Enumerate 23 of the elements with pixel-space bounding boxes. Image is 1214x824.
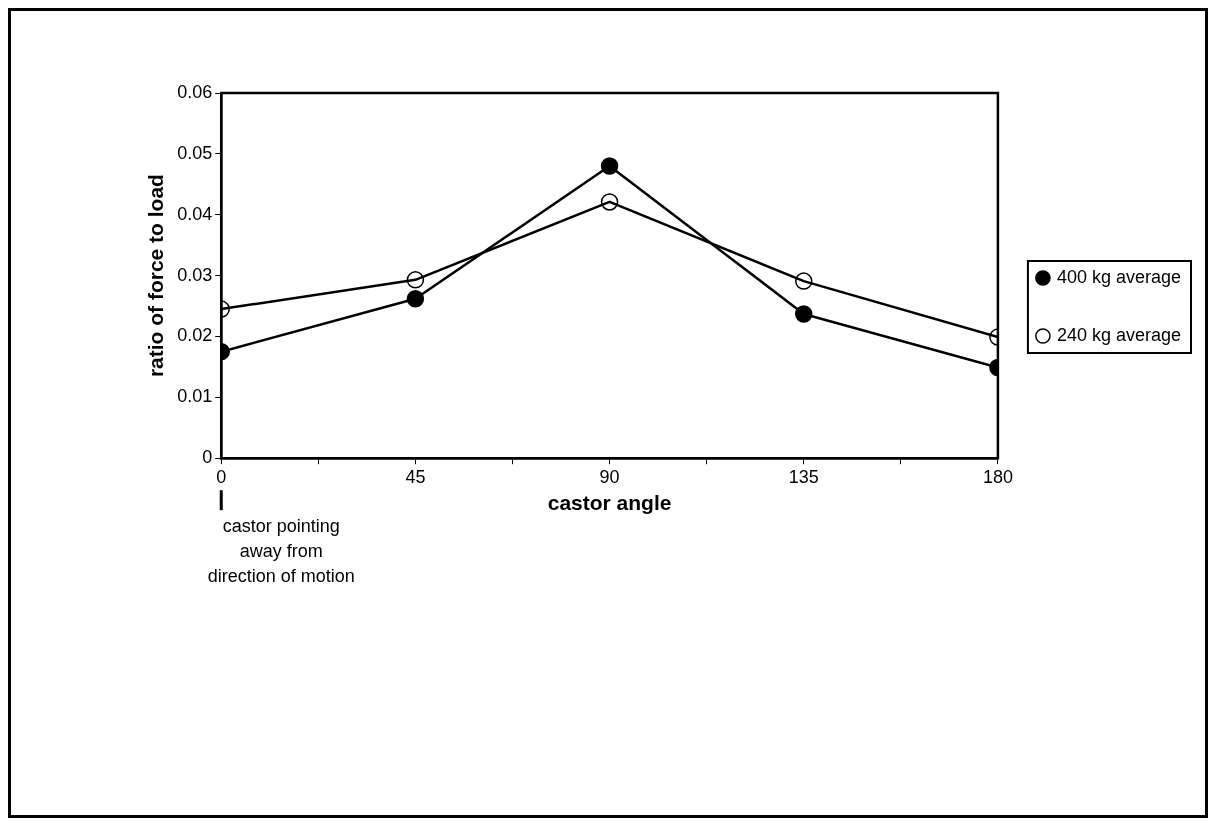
- point: [600, 193, 619, 211]
- y-tick-label: 0: [202, 447, 213, 468]
- y-tick-label: 0.01: [177, 386, 213, 407]
- y-axis-title: ratio of force to load: [144, 174, 168, 378]
- y-tick-label: 0.05: [177, 142, 213, 163]
- x-tick-label: 180: [982, 466, 1013, 487]
- point: [794, 272, 813, 290]
- point: [406, 289, 425, 308]
- legend-label: 400 kg average: [1056, 266, 1181, 287]
- point: [406, 271, 425, 289]
- x-tick-label: 135: [788, 466, 819, 487]
- text: castor pointing away from direction of motion: [207, 516, 355, 587]
- y-tick-label: 0.06: [177, 81, 213, 102]
- y-tick-label: 0.03: [177, 264, 213, 285]
- x-tick-label: 45: [405, 466, 426, 487]
- x-tick-label: 90: [599, 466, 620, 487]
- legend-label: 240 kg average: [1056, 324, 1181, 345]
- point: [794, 305, 813, 323]
- x-tick-label: 0: [216, 466, 227, 487]
- y-tick-label: 0.04: [177, 203, 213, 224]
- x-axis-title: castor angle: [547, 491, 672, 515]
- y-tick-label: 0.02: [177, 325, 213, 346]
- point: [600, 157, 619, 175]
